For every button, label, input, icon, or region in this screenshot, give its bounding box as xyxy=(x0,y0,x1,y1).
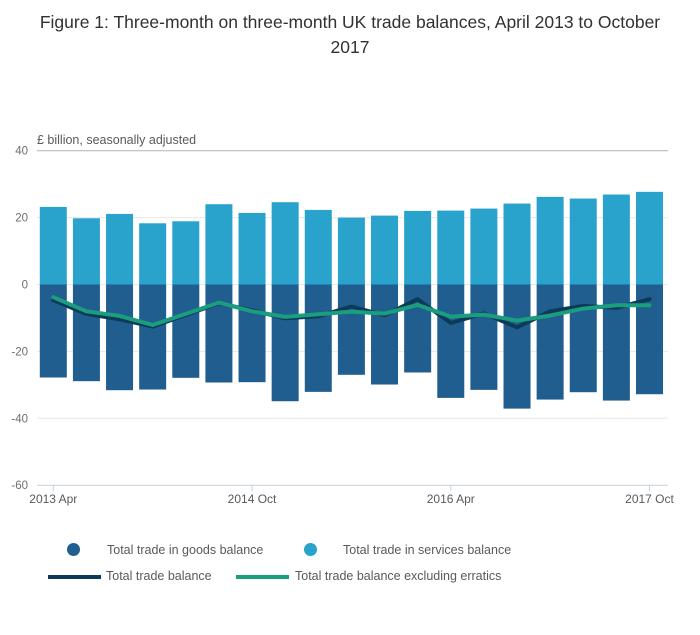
goods-legend-swatch xyxy=(67,543,80,556)
excluding-erratics-legend-label: Total trade balance excluding erratics xyxy=(295,569,502,583)
goods-bar xyxy=(337,284,365,375)
x-axis: 2013 Apr 2014 Oct 2016 Apr 2017 Oct xyxy=(29,485,675,506)
total-balance-legend-swatch xyxy=(48,575,101,579)
goods-bar xyxy=(72,284,100,382)
services-bar xyxy=(139,223,167,285)
services-bar xyxy=(602,194,630,285)
services-bar xyxy=(304,209,332,285)
x-axis-tick-label: 2013 Apr xyxy=(29,492,77,506)
y-axis-tick-label: 20 xyxy=(15,213,28,225)
services-bar xyxy=(503,203,531,285)
services-bar xyxy=(172,221,200,285)
goods-bar xyxy=(569,284,597,393)
y-axis-tick-label: -20 xyxy=(11,346,28,358)
x-axis-tick-label: 2017 Oct xyxy=(625,492,674,506)
services-bar xyxy=(72,218,100,285)
goods-bar xyxy=(437,284,465,398)
goods-bar xyxy=(205,284,233,383)
goods-bars xyxy=(39,284,663,409)
chart-subtitle: £ billion, seasonally adjusted xyxy=(37,133,197,147)
services-bar xyxy=(536,196,564,285)
y-axis-tick-label: -40 xyxy=(11,413,28,425)
goods-bar xyxy=(304,284,332,392)
y-axis-tick-label: -60 xyxy=(11,480,28,492)
services-bar xyxy=(238,212,266,285)
goods-bar xyxy=(503,284,531,409)
excluding-erratics-legend-swatch xyxy=(236,575,289,579)
x-axis-tick-label: 2014 Oct xyxy=(228,492,277,506)
services-legend-swatch xyxy=(304,543,317,556)
goods-bar xyxy=(470,284,498,390)
services-bar xyxy=(569,198,597,285)
goods-bar xyxy=(536,284,564,400)
services-bar xyxy=(271,202,299,285)
goods-bar xyxy=(238,284,266,383)
services-bar xyxy=(337,217,365,285)
x-axis-tick-label: 2016 Apr xyxy=(427,492,475,506)
services-bar xyxy=(470,208,498,285)
services-bar xyxy=(106,213,134,285)
goods-bar xyxy=(139,284,167,390)
services-bar xyxy=(205,204,233,285)
chart-title: Figure 1: Three-month on three-month UK … xyxy=(39,12,661,58)
goods-legend-label: Total trade in goods balance xyxy=(107,543,264,557)
excluding-erratics-line xyxy=(51,295,652,327)
services-bar xyxy=(636,191,663,285)
goods-bar xyxy=(106,284,134,391)
goods-bar xyxy=(172,284,200,378)
goods-bar xyxy=(602,284,630,401)
goods-bar xyxy=(271,284,299,402)
goods-bar xyxy=(371,284,399,385)
services-bars xyxy=(39,191,663,285)
y-axis-tick-label: 0 xyxy=(22,280,28,292)
services-bar xyxy=(371,215,399,285)
services-legend-label: Total trade in services balance xyxy=(343,543,512,557)
services-bar xyxy=(437,210,465,285)
y-axis-tick-label: 40 xyxy=(15,146,28,158)
services-bar xyxy=(39,206,67,285)
total-balance-legend-label: Total trade balance xyxy=(106,569,212,583)
services-bar xyxy=(404,210,432,285)
